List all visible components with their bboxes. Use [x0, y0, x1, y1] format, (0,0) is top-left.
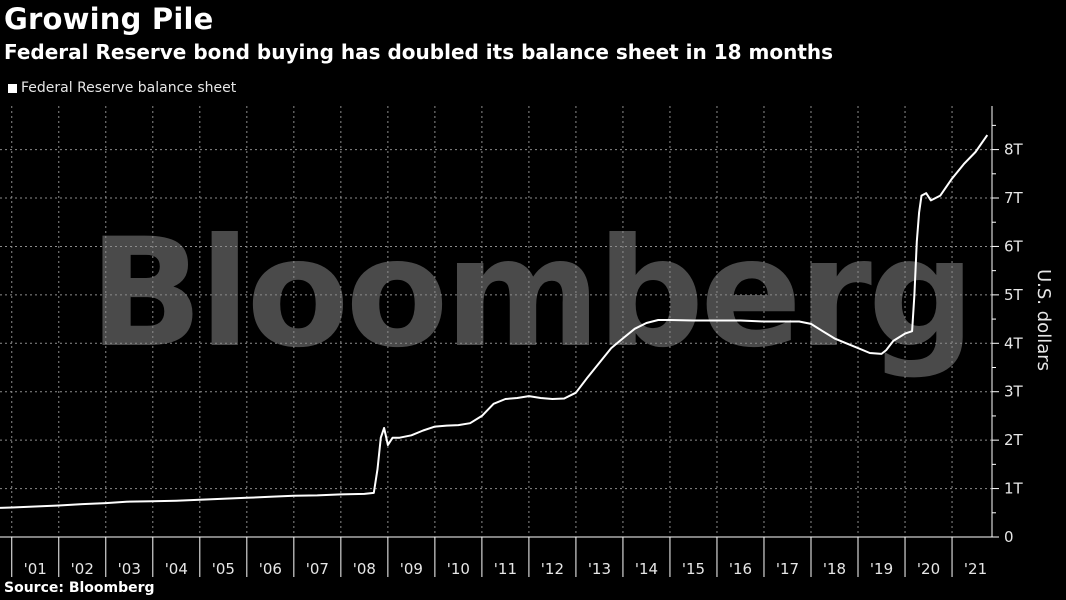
series-line-balance-sheet — [0, 134, 989, 509]
source-note: Source: Bloomberg — [4, 580, 155, 596]
x-tick-label: '16 — [729, 560, 752, 578]
chart-subtitle: Federal Reserve bond buying has doubled … — [4, 40, 834, 64]
x-tick-label: '08 — [353, 560, 376, 578]
chart-title: Growing Pile — [4, 2, 214, 36]
x-tick-label: '18 — [823, 560, 846, 578]
legend: Federal Reserve balance sheet — [8, 80, 236, 96]
x-tick-label: '09 — [400, 560, 423, 578]
x-tick-label: '03 — [118, 560, 141, 578]
legend-label: Federal Reserve balance sheet — [21, 80, 237, 96]
x-tick-label: '13 — [588, 560, 611, 578]
y-axis-label: U.S. dollars — [1033, 269, 1054, 371]
x-tick-label: '19 — [870, 560, 893, 578]
x-tick-label: '12 — [541, 560, 564, 578]
y-tick-label: 7T — [1004, 189, 1024, 207]
x-tick-label: '11 — [494, 560, 517, 578]
y-tick-label: 3T — [1004, 383, 1024, 401]
x-tick-label: '06 — [259, 560, 282, 578]
y-tick-label: 0 — [1004, 528, 1014, 546]
x-tick-label: '15 — [682, 560, 705, 578]
watermark-text: Bloomberg — [89, 207, 972, 381]
x-tick-label: '05 — [212, 560, 235, 578]
y-tick-label: 2T — [1004, 431, 1024, 449]
y-tick-label: 4T — [1004, 334, 1024, 352]
x-tick-label: '07 — [306, 560, 329, 578]
y-tick-label: 1T — [1004, 480, 1024, 498]
x-tick-label: '14 — [635, 560, 658, 578]
legend-swatch — [8, 83, 17, 93]
x-tick-label: '01 — [24, 560, 47, 578]
x-tick-label: '17 — [776, 560, 799, 578]
y-tick-label: 5T — [1004, 286, 1024, 304]
y-tick-label: 6T — [1004, 237, 1024, 255]
x-tick-label: '04 — [165, 560, 188, 578]
x-tick-label: '20 — [917, 560, 940, 578]
x-tick-label: '21 — [964, 560, 987, 578]
x-tick-label: '10 — [447, 560, 470, 578]
y-tick-label: 8T — [1004, 141, 1024, 159]
x-tick-label: '02 — [71, 560, 94, 578]
